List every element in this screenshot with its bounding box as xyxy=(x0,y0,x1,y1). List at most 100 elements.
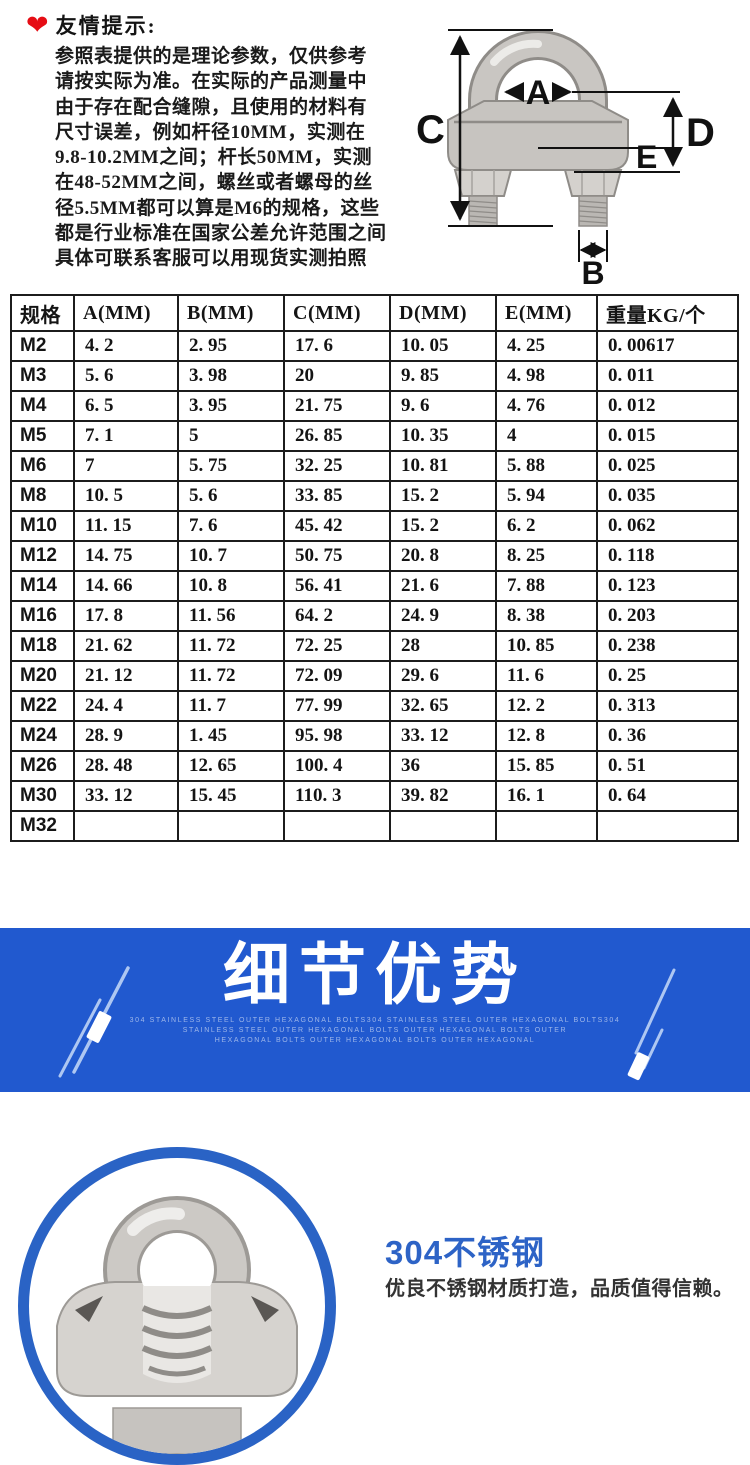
spec-name-cell: M30 xyxy=(10,780,75,812)
column-header: D(MM) xyxy=(389,294,497,332)
notice-line: 径5.5MM都可以算是M6的规格，这些 xyxy=(55,197,380,219)
notice-line: 在48-52MM之间，螺丝或者螺母的丝 xyxy=(55,172,373,194)
spec-value-cell: 9. 85 xyxy=(389,360,497,392)
spec-value-cell: 5. 6 xyxy=(177,480,285,512)
spec-value-cell: 72. 25 xyxy=(283,630,391,662)
dim-label-b: B xyxy=(581,255,604,288)
table-row: M14 14. 66 10. 8 56. 41 21. 6 7. 88 0. 123 xyxy=(10,570,739,602)
spec-value-cell xyxy=(73,810,179,842)
spec-value-cell: 15. 2 xyxy=(389,510,497,542)
spec-value-cell: 28. 9 xyxy=(73,720,179,752)
spec-value-cell: 0. 011 xyxy=(596,360,739,392)
slash-decoration-left xyxy=(58,966,130,1078)
spec-value-cell: 1. 45 xyxy=(177,720,285,752)
spec-value-cell xyxy=(283,810,391,842)
spec-value-cell: 14. 66 xyxy=(73,570,179,602)
spec-name-cell: M2 xyxy=(10,330,75,362)
notice-line: 由于存在配合缝隙，且使用的材料有 xyxy=(55,96,368,118)
spec-value-cell: 7. 1 xyxy=(73,420,179,452)
notice-paragraph: 参照表提供的是理论参数，仅供参考 请按实际为准。在实际的产品测量中 由于存在配合缝隙… xyxy=(55,44,386,272)
table-row: M32 xyxy=(10,810,739,842)
spec-value-cell: 10. 35 xyxy=(389,420,497,452)
spec-value-cell: 11. 6 xyxy=(495,660,598,692)
spec-value-cell: 36 xyxy=(389,750,497,782)
spec-value-cell: 10. 81 xyxy=(389,450,497,482)
spec-value-cell: 17. 8 xyxy=(73,600,179,632)
banner-subtitle-line: STAINLESS STEEL OUTER HEXAGONAL BOLTS OU… xyxy=(182,1027,568,1035)
spec-name-cell: M14 xyxy=(10,570,75,602)
spec-value-cell: 5 xyxy=(177,420,285,452)
spec-name-cell: M20 xyxy=(10,660,75,692)
spec-value-cell: 5. 94 xyxy=(495,480,598,512)
column-header: A(MM) xyxy=(73,294,179,332)
spec-value-cell: 0. 012 xyxy=(596,390,739,422)
spec-value-cell: 64. 2 xyxy=(283,600,391,632)
spec-value-cell: 21. 62 xyxy=(73,630,179,662)
spec-value-cell: 21. 6 xyxy=(389,570,497,602)
spec-value-cell: 3. 98 xyxy=(177,360,285,392)
spec-value-cell: 4. 76 xyxy=(495,390,598,422)
column-header: E(MM) xyxy=(495,294,598,332)
spec-value-cell: 6. 2 xyxy=(495,510,598,542)
spec-name-cell: M12 xyxy=(10,540,75,572)
spec-value-cell: 0. 238 xyxy=(596,630,739,662)
banner-subtitle-line: HEXAGONAL BOLTS OUTER HEXAGONAL BOLTS OU… xyxy=(214,1037,536,1045)
table-row: M5 7. 1 5 26. 85 10. 35 4 0. 015 xyxy=(10,420,739,452)
spec-value-cell: 12. 8 xyxy=(495,720,598,752)
banner-subtitle-line: 304 STAINLESS STEEL OUTER HEXAGONAL BOLT… xyxy=(129,1017,621,1025)
spec-value-cell: 24. 9 xyxy=(389,600,497,632)
spec-value-cell: 4. 2 xyxy=(73,330,179,362)
spec-value-cell: 21. 75 xyxy=(283,390,391,422)
spec-value-cell: 4 xyxy=(495,420,598,452)
spec-value-cell: 8. 38 xyxy=(495,600,598,632)
spec-value-cell: 26. 85 xyxy=(283,420,391,452)
spec-table: 规格 A(MM) B(MM) C(MM) D(MM) E(MM) 重量KG/个 M2 4. 2… xyxy=(10,294,739,842)
table-row: M10 11. 15 7. 6 45. 42 15. 2 6. 2 0. 062 xyxy=(10,510,739,542)
slash-decoration-right xyxy=(627,968,676,1081)
spec-value-cell: 32. 25 xyxy=(283,450,391,482)
spec-value-cell: 39. 82 xyxy=(389,780,497,812)
spec-value-cell: 50. 75 xyxy=(283,540,391,572)
spec-value-cell: 10. 8 xyxy=(177,570,285,602)
table-row: M20 21. 12 11. 72 72. 09 29. 6 11. 6 0. 25 xyxy=(10,660,739,692)
spec-value-cell xyxy=(177,810,285,842)
spec-value-cell: 33. 12 xyxy=(389,720,497,752)
spec-value-cell: 7 xyxy=(73,450,179,482)
notice-line: 参照表提供的是理论参数，仅供参考 xyxy=(55,46,368,67)
spec-value-cell: 2. 95 xyxy=(177,330,285,362)
friendly-notice: ❤ 友情提示: 参照表提供的是理论参数，仅供参考 请按实际为准。在实际的产品测量中… xyxy=(26,10,386,272)
spec-value-cell: 0. 25 xyxy=(596,660,739,692)
spec-name-cell: M32 xyxy=(10,810,75,842)
spec-name-cell: M6 xyxy=(10,450,75,482)
spec-value-cell: 110. 3 xyxy=(283,780,391,812)
spec-value-cell: 0. 118 xyxy=(596,540,739,572)
spec-value-cell: 29. 6 xyxy=(389,660,497,692)
spec-value-cell: 33. 12 xyxy=(73,780,179,812)
feature-heading: 304不锈钢 xyxy=(385,1234,546,1271)
spec-value-cell: 0. 025 xyxy=(596,450,739,482)
column-header: C(MM) xyxy=(283,294,391,332)
table-row: M2 4. 2 2. 95 17. 6 10. 05 4. 25 0. 00617 xyxy=(10,330,739,362)
spec-value-cell: 12. 2 xyxy=(495,690,598,722)
spec-value-cell: 15. 85 xyxy=(495,750,598,782)
spec-value-cell: 3. 95 xyxy=(177,390,285,422)
spec-name-cell: M10 xyxy=(10,510,75,542)
spec-name-cell: M26 xyxy=(10,750,75,782)
column-header: B(MM) xyxy=(177,294,285,332)
column-header: 规格 xyxy=(10,294,75,332)
spec-value-cell: 10. 7 xyxy=(177,540,285,572)
spec-value-cell: 0. 51 xyxy=(596,750,739,782)
spec-value-cell: 17. 6 xyxy=(283,330,391,362)
spec-value-cell xyxy=(389,810,497,842)
spec-table-body: M2 4. 2 2. 95 17. 6 10. 05 4. 25 0. 00617 M3 5. … xyxy=(10,330,739,842)
table-row: M24 28. 9 1. 45 95. 98 33. 12 12. 8 0. 36 xyxy=(10,720,739,752)
spec-value-cell: 11. 15 xyxy=(73,510,179,542)
spec-value-cell: 28 xyxy=(389,630,497,662)
feature-description: 优良不锈钢材质打造，品质值得信赖。 xyxy=(385,1278,734,1300)
column-header: 重量KG/个 xyxy=(596,294,739,332)
spec-name-cell: M24 xyxy=(10,720,75,752)
dim-label-c: C xyxy=(416,108,445,152)
product-detail-page: { "notice": { "heart_icon": "❤", "title"… xyxy=(0,10,750,1465)
spec-value-cell: 33. 85 xyxy=(283,480,391,512)
notice-title: 友情提示: xyxy=(55,14,157,38)
